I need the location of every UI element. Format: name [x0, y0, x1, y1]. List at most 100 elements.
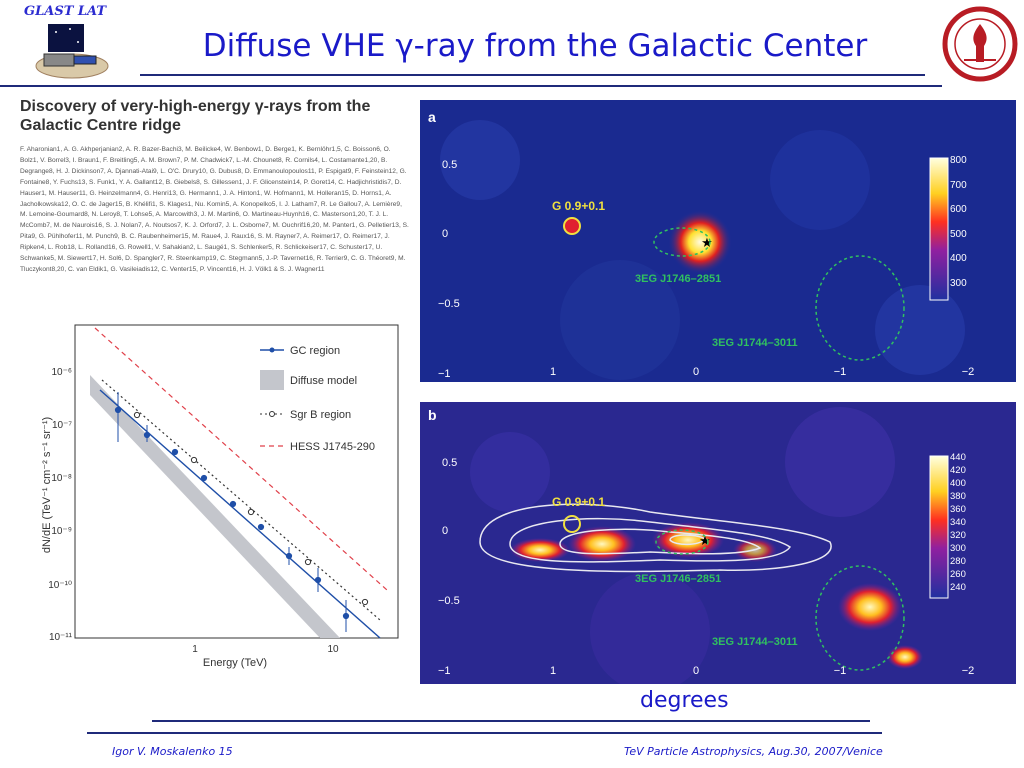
svg-text:340: 340	[950, 517, 966, 528]
map-b-yticks: 0.5 0 −0.5 −1	[438, 457, 460, 677]
g09-label: G 0.9+0.1	[552, 199, 605, 213]
egret2-contour	[815, 255, 905, 361]
svg-text:400: 400	[950, 253, 967, 264]
glast-satellite-logo	[35, 24, 109, 79]
colorbar-b-labels: 440 420 400 380 360 340 320 300 280 260 …	[950, 452, 966, 593]
xtick: 1	[192, 644, 198, 655]
sgrb-point	[133, 411, 141, 419]
gc-point	[171, 448, 179, 456]
footer-rule-top	[152, 720, 870, 722]
ytick: 10⁻⁸	[51, 473, 72, 484]
egret1-label: 3EG J1746–2851	[635, 273, 721, 285]
gc-data-points	[114, 392, 350, 632]
map-a-xticks: 1 0 −1 −2	[550, 366, 974, 378]
xtick: 10	[327, 644, 339, 655]
svg-text:440: 440	[950, 452, 966, 463]
egret2-label: 3EG J1744–3011	[712, 337, 798, 349]
gc-point	[200, 474, 208, 482]
legend-sgrb: Sgr B region	[290, 409, 351, 421]
sgrb-point	[247, 508, 255, 516]
spectrum-legend: GC region Diffuse model Sgr B region HES…	[260, 345, 375, 453]
sgrb-point	[304, 558, 312, 566]
g09-label: G 0.9+0.1	[552, 495, 605, 509]
svg-text:1: 1	[550, 665, 556, 677]
map-a-yticks: 0.5 0 −0.5 −1	[438, 159, 460, 380]
sgrb-data-points	[133, 411, 369, 606]
legend-diffuse: Diffuse model	[290, 375, 357, 387]
sgrb-fit-line	[101, 379, 381, 621]
svg-text:380: 380	[950, 491, 966, 502]
svg-text:0: 0	[693, 665, 699, 677]
svg-text:0.5: 0.5	[442, 159, 457, 171]
panel-label: a	[428, 109, 436, 125]
egret1-label: 3EG J1746–2851	[635, 573, 721, 585]
svg-text:0: 0	[442, 228, 448, 240]
colorbar-a-labels: 800 700 600 500 400 300	[950, 155, 967, 289]
ytick: 10⁻⁷	[52, 420, 72, 431]
svg-text:−0.5: −0.5	[438, 298, 460, 310]
gc-point	[285, 552, 293, 560]
svg-text:240: 240	[950, 582, 966, 593]
sgrb-point	[361, 598, 369, 606]
gc-point	[342, 612, 350, 620]
svg-text:0: 0	[693, 366, 699, 378]
stanford-seal-logo	[942, 6, 1018, 82]
legend-hess: HESS J1745-290	[290, 441, 375, 453]
svg-text:600: 600	[950, 204, 967, 215]
molecular-gas-contours	[479, 503, 832, 573]
svg-text:−1: −1	[834, 665, 847, 677]
hess-j1745-303-hotspot	[838, 583, 902, 631]
gc-point	[314, 576, 322, 584]
svg-text:300: 300	[950, 278, 967, 289]
slide-title: Diffuse VHE γ-ray from the Galactic Cent…	[202, 28, 868, 64]
spectrum-xticks: 1 10	[192, 644, 339, 655]
footer-rule-bottom	[87, 732, 882, 734]
svg-text:320: 320	[950, 530, 966, 541]
map-b-xticks: 1 0 −1 −2	[550, 665, 974, 677]
title-rule-bottom	[0, 85, 942, 87]
egret1-contour	[655, 529, 709, 555]
spectrum-yticks: 10⁻⁶ 10⁻⁷ 10⁻⁸ 10⁻⁹ 10⁻¹⁰ 10⁻¹¹	[48, 367, 72, 643]
sky-map-b: ★ b G 0.9+0.1 3EG J1746–2851 3EG J1744–3…	[420, 402, 1016, 684]
egret2-label: 3EG J1744–3011	[712, 636, 798, 648]
energy-spectrum-plot: GC region Diffuse model Sgr B region HES…	[41, 324, 399, 669]
title-rule-top	[140, 74, 925, 76]
g09-marker	[563, 515, 581, 533]
svg-text:−2: −2	[962, 665, 975, 677]
ytick: 10⁻¹¹	[49, 632, 73, 643]
svg-text:−0.5: −0.5	[438, 595, 460, 607]
colorbar-b	[929, 455, 949, 599]
sgr-a-star-icon: ★	[699, 533, 711, 548]
plot-frame	[74, 324, 399, 639]
svg-text:260: 260	[950, 569, 966, 580]
egret2-contour	[815, 565, 905, 671]
colorbar-a	[929, 157, 949, 301]
diffuse-model-band	[90, 375, 340, 638]
svg-text:−1: −1	[834, 366, 847, 378]
gc-point	[229, 500, 237, 508]
sky-map-a: ★ a G 0.9+0.1 3EG J1746–2851 3EG J1744–3…	[420, 100, 1016, 382]
gc-point	[114, 406, 122, 414]
hess-j1745-line	[94, 327, 388, 591]
spectrum-ylabel: dN/dE (TeV⁻¹ cm⁻² s⁻¹ sr⁻¹)	[41, 417, 53, 553]
paper-title: Discovery of very-high-energy γ-rays fro…	[20, 98, 371, 134]
svg-text:−1: −1	[438, 665, 451, 677]
svg-text:0.5: 0.5	[442, 457, 457, 469]
svg-text:500: 500	[950, 229, 967, 240]
svg-text:360: 360	[950, 504, 966, 515]
svg-text:700: 700	[950, 180, 967, 191]
ytick: 10⁻⁶	[51, 367, 72, 378]
svg-text:420: 420	[950, 465, 966, 476]
sgrb-point	[190, 456, 198, 464]
legend-gc: GC region	[290, 345, 340, 357]
g09-marker	[563, 217, 581, 235]
panel-label: b	[428, 407, 437, 423]
gc-point	[143, 431, 151, 439]
svg-text:800: 800	[950, 155, 967, 166]
svg-text:400: 400	[950, 478, 966, 489]
glast-logo-text: GLAST LAT	[24, 4, 107, 19]
gc-hotspot	[668, 210, 732, 274]
svg-text:−1: −1	[438, 368, 451, 380]
footer-conference: TeV Particle Astrophysics, Aug.30, 2007/…	[624, 745, 883, 758]
footer-author-page: Igor V. Moskalenko 15	[112, 745, 233, 758]
